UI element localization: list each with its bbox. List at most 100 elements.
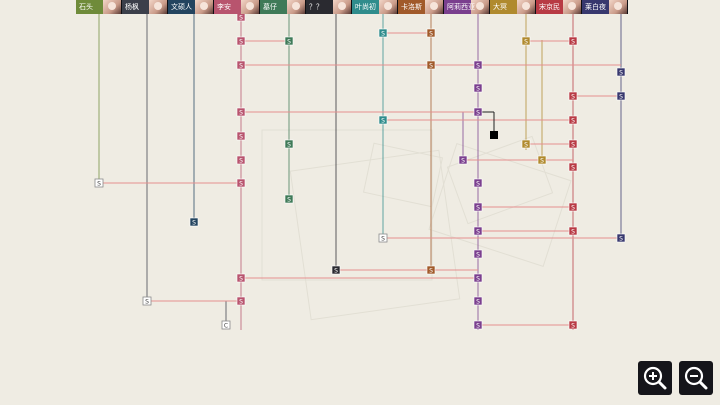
character-tab[interactable]: 阿莉西亚 bbox=[444, 0, 490, 14]
node-glyph: C bbox=[224, 323, 228, 330]
character-tab[interactable]: ？？ bbox=[306, 0, 352, 14]
character-portrait-icon bbox=[425, 0, 443, 14]
story-node[interactable] bbox=[236, 273, 246, 283]
story-node[interactable] bbox=[473, 83, 483, 93]
node-glyph: S bbox=[287, 142, 291, 149]
story-node[interactable] bbox=[473, 273, 483, 283]
node-glyph: S bbox=[239, 181, 243, 188]
story-node[interactable] bbox=[473, 60, 483, 70]
story-node[interactable] bbox=[236, 296, 246, 306]
node-glyph: S bbox=[571, 205, 575, 212]
character-portrait-icon bbox=[471, 0, 489, 14]
character-portrait-icon bbox=[287, 0, 305, 14]
node-glyph: S bbox=[239, 134, 243, 141]
locked-story-node[interactable] bbox=[378, 233, 388, 243]
character-tabs-bar: 石头 杨枫 文硕人 李安 墓仔 ？？ 叶尚初 卡洛斯 阿莉西亚 大冥 宋京民 莱白夜 bbox=[76, 0, 628, 14]
story-node[interactable] bbox=[473, 226, 483, 236]
story-node[interactable] bbox=[426, 265, 436, 275]
story-node[interactable] bbox=[236, 178, 246, 188]
node-glyph: S bbox=[239, 110, 243, 117]
character-portrait-icon bbox=[195, 0, 213, 14]
story-node[interactable] bbox=[568, 162, 578, 172]
node-glyph: S bbox=[476, 299, 480, 306]
story-node[interactable] bbox=[568, 115, 578, 125]
node-glyph: S bbox=[619, 236, 623, 243]
character-tab-label: 墓仔 bbox=[263, 3, 277, 11]
story-node[interactable] bbox=[236, 60, 246, 70]
story-node[interactable] bbox=[426, 28, 436, 38]
character-tab[interactable]: 杨枫 bbox=[122, 0, 168, 14]
story-node[interactable] bbox=[284, 36, 294, 46]
character-tab[interactable]: 大冥 bbox=[490, 0, 536, 14]
character-tab[interactable]: 叶尚初 bbox=[352, 0, 398, 14]
story-node[interactable] bbox=[473, 249, 483, 259]
story-node[interactable] bbox=[473, 202, 483, 212]
character-tab-label: 宋京民 bbox=[539, 3, 560, 11]
zoom-out-button[interactable] bbox=[679, 361, 713, 395]
story-node[interactable] bbox=[189, 217, 199, 227]
node-glyph: S bbox=[461, 158, 465, 165]
character-tab[interactable]: 宋京民 bbox=[536, 0, 582, 14]
story-node[interactable] bbox=[521, 36, 531, 46]
node-glyph: S bbox=[524, 142, 528, 149]
story-node[interactable] bbox=[331, 265, 341, 275]
character-tab[interactable]: 墓仔 bbox=[260, 0, 306, 14]
node-glyph: S bbox=[476, 63, 480, 70]
story-node[interactable] bbox=[616, 233, 626, 243]
story-node[interactable] bbox=[458, 155, 468, 165]
zoom-in-button[interactable] bbox=[638, 361, 672, 395]
node-glyph: S bbox=[239, 299, 243, 306]
story-node[interactable] bbox=[568, 226, 578, 236]
node-glyph: S bbox=[571, 142, 575, 149]
node-glyph: S bbox=[429, 268, 433, 275]
story-node[interactable] bbox=[236, 107, 246, 117]
story-node[interactable] bbox=[236, 131, 246, 141]
story-node[interactable] bbox=[521, 139, 531, 149]
character-tab[interactable]: 文硕人 bbox=[168, 0, 214, 14]
story-node[interactable] bbox=[284, 139, 294, 149]
node-glyph: S bbox=[429, 63, 433, 70]
story-node[interactable] bbox=[568, 36, 578, 46]
character-tab-label: ？？ bbox=[309, 3, 323, 11]
story-node[interactable] bbox=[537, 155, 547, 165]
node-glyph: S bbox=[476, 229, 480, 236]
character-tab[interactable]: 卡洛斯 bbox=[398, 0, 444, 14]
node-glyph: S bbox=[381, 31, 385, 38]
locked-story-node[interactable] bbox=[94, 178, 104, 188]
node-glyph: S bbox=[476, 323, 480, 330]
story-node[interactable] bbox=[473, 320, 483, 330]
character-tab-label: 石头 bbox=[79, 3, 93, 11]
node-glyph: S bbox=[571, 165, 575, 172]
story-node[interactable] bbox=[568, 320, 578, 330]
node-glyph: S bbox=[287, 197, 291, 204]
story-node[interactable] bbox=[568, 139, 578, 149]
node-glyph: S bbox=[540, 158, 544, 165]
locked-story-node[interactable] bbox=[142, 296, 152, 306]
node-glyph: S bbox=[571, 94, 575, 101]
story-node[interactable] bbox=[568, 91, 578, 101]
story-node[interactable] bbox=[473, 178, 483, 188]
story-node[interactable] bbox=[473, 296, 483, 306]
story-node[interactable] bbox=[284, 194, 294, 204]
node-glyph: S bbox=[287, 39, 291, 46]
story-node[interactable] bbox=[378, 28, 388, 38]
story-node[interactable] bbox=[568, 202, 578, 212]
character-tab-label: 大冥 bbox=[493, 3, 507, 11]
character-tab[interactable]: 石头 bbox=[76, 0, 122, 14]
story-node[interactable] bbox=[473, 107, 483, 117]
story-node[interactable] bbox=[378, 115, 388, 125]
story-node[interactable] bbox=[426, 60, 436, 70]
story-node[interactable] bbox=[616, 91, 626, 101]
current-node[interactable] bbox=[490, 131, 498, 139]
character-tab[interactable]: 莱白夜 bbox=[582, 0, 628, 14]
story-node[interactable] bbox=[616, 67, 626, 77]
character-portrait-icon bbox=[517, 0, 535, 14]
story-node[interactable] bbox=[236, 155, 246, 165]
character-tab[interactable]: 李安 bbox=[214, 0, 260, 14]
locked-story-node[interactable] bbox=[221, 320, 231, 330]
story-node[interactable] bbox=[236, 36, 246, 46]
node-glyph: S bbox=[571, 118, 575, 125]
node-glyph: S bbox=[97, 181, 101, 188]
node-glyph: S bbox=[571, 229, 575, 236]
